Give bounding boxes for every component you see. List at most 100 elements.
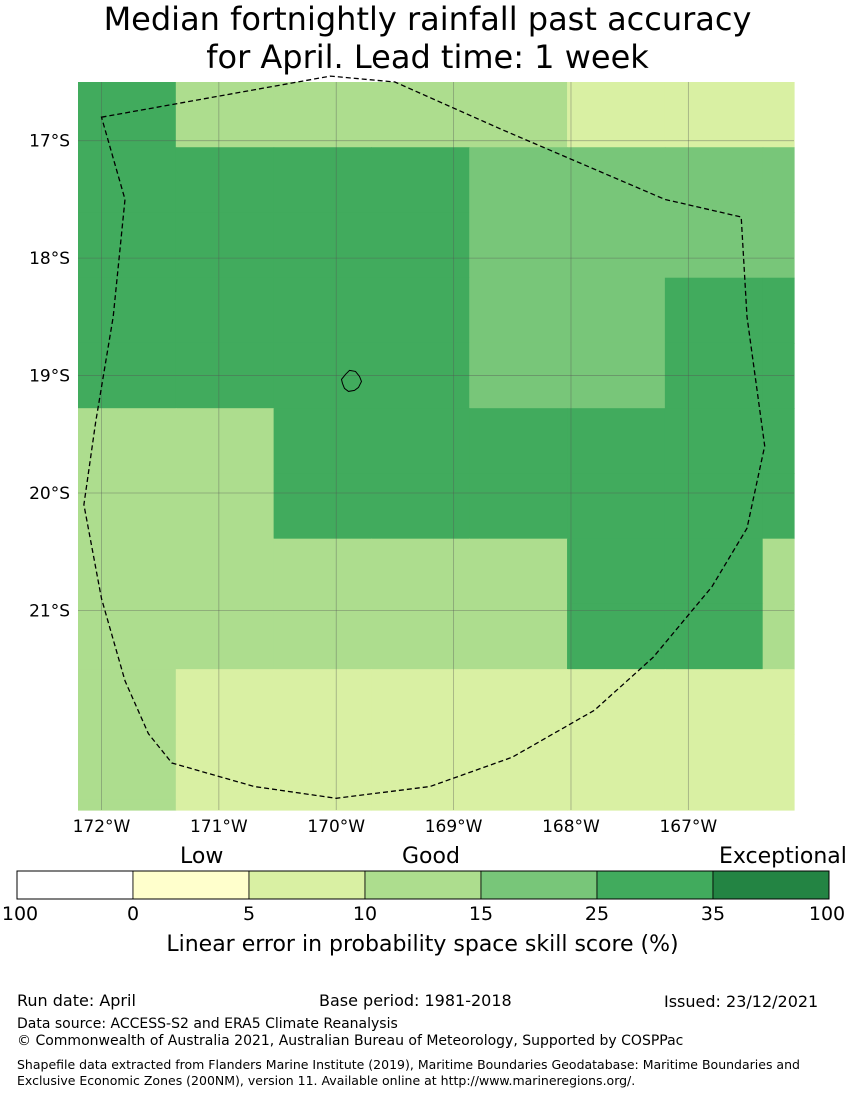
island-outline [340,369,363,392]
grid-cell [78,147,177,214]
grid-cell [175,669,275,735]
grid-cell [371,82,470,148]
grid-cell [78,82,177,148]
grid-cell [567,669,666,735]
grid-cell [175,408,275,475]
grid-cell [78,538,177,605]
latitude-tick-label: 18°S [29,249,70,269]
grid-cell [78,669,177,735]
colorbar-swatch [712,870,830,900]
colorbar-tick-label: 25 [584,903,610,925]
grid-cell [762,538,795,605]
colorbar-tick-label: 100 [808,903,846,925]
grid-cell [273,212,373,279]
grid-cell [78,212,177,279]
issued-date: Issued: 23/12/2021 [664,992,819,1011]
grid-cell [371,538,470,605]
grid-cell [567,408,666,475]
grid-cell [762,799,795,811]
grid-cell [78,734,177,801]
colorbar-tick-label: 10 [352,903,378,925]
grid-cell [762,82,795,148]
latitude-tick-label: 19°S [29,367,70,387]
grid-cell [567,799,666,811]
grid-cell [273,734,373,801]
data-source: Data source: ACCESS-S2 and ERA5 Climate … [17,1016,398,1032]
grid-cell [469,473,568,540]
grid-cell [371,734,470,801]
longitude-tick-label: 168°W [542,817,600,837]
grid-cell [175,342,275,409]
grid-cell [664,277,764,344]
grid-cell [175,82,275,148]
colorbar-swatch [132,870,250,900]
skill-grid [78,82,795,811]
colorbar-tick-label: 0 [126,903,140,925]
longitude-tick-label: 169°W [425,817,483,837]
grid-cell [664,603,764,670]
grid-cell [371,147,470,214]
grid-cell [664,799,764,811]
grid-cell [664,734,764,801]
grid-cell [664,212,764,279]
latitude-tick-label: 17°S [29,132,70,152]
grid-cell [273,408,373,475]
grid-cell [762,473,795,540]
colorbar-swatch [480,870,598,900]
latitude-tick-label: 20°S [29,484,70,504]
latitude-tick-label: 21°S [29,601,70,621]
category-low-label: Low [180,844,224,869]
grid-cell [762,342,795,409]
grid-cell [664,408,764,475]
grid-cell [762,212,795,279]
grid-cell [175,799,275,811]
chart-title: Median fortnightly rainfall past accurac… [0,0,855,76]
grid-cell [469,408,568,475]
base-period: Base period: 1981-2018 [319,991,512,1010]
longitude-tick-label: 171°W [190,817,248,837]
grid-cell [469,799,568,811]
grid-cell [762,734,795,801]
grid-cell [567,538,666,605]
grid-cell [567,603,666,670]
copyright-notice: © Commonwealth of Australia 2021, Austra… [17,1033,684,1049]
grid-cell [175,603,275,670]
grid-cell [78,799,177,811]
latitude-tick-labels: 17°S 18°S 19°S 20°S 21°S [29,132,70,622]
colorbar-swatch [16,870,134,900]
grid-cell [762,408,795,475]
grid-cell [175,473,275,540]
grid-cell [371,669,470,735]
grid-cell [78,473,177,540]
grid-cell [567,473,666,540]
grid-cell [469,342,568,409]
grid-cell [175,277,275,344]
colorbar-tick-label: 100 [1,903,39,925]
title-line-1: Median fortnightly rainfall past accurac… [103,0,752,38]
colorbar [16,870,830,900]
grid-cell [175,734,275,801]
grid-cell [273,473,373,540]
grid-cell [567,82,666,148]
colorbar-tick-label: 35 [700,903,726,925]
grid-cell [78,408,177,475]
longitude-tick-label: 170°W [307,817,365,837]
grid-cell [273,669,373,735]
grid-cell [567,734,666,801]
grid-cell [567,147,666,214]
longitude-tick-label: 167°W [659,817,717,837]
grid-cell [273,147,373,214]
grid-cell [371,603,470,670]
grid-cell [273,277,373,344]
shapefile-credit: Shapefile data extracted from Flanders M… [17,1057,800,1088]
grid-cell [469,212,568,279]
title-line-2: for April. Lead time: 1 week [206,38,649,76]
colorbar-tick-label: 5 [242,903,256,925]
grid-cell [78,277,177,344]
eez-boundary-line [83,75,766,799]
grid-cell [762,147,795,214]
colorbar-title: Linear error in probability space skill … [166,932,679,957]
grid-cell [469,538,568,605]
grid-cell [371,799,470,811]
